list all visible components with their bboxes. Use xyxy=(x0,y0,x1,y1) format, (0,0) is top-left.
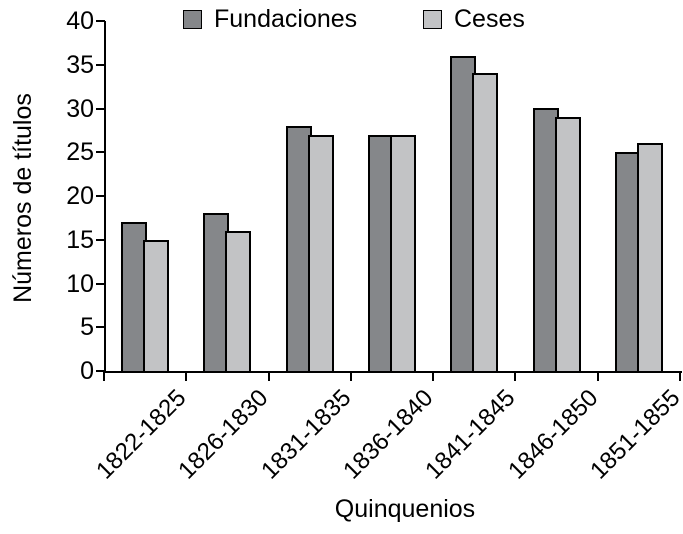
x-tick-mark xyxy=(349,372,352,381)
legend-label-fundaciones: Fundaciones xyxy=(214,5,358,33)
x-tick-mark xyxy=(432,372,435,381)
y-tick-mark xyxy=(96,370,105,372)
y-tick-label: 35 xyxy=(66,50,94,79)
y-tick-mark xyxy=(96,195,105,197)
y-tick-label: 15 xyxy=(66,225,94,254)
y-tick-mark xyxy=(96,20,105,22)
bar-ceses-1836-1840 xyxy=(390,135,416,373)
x-axis-title: Quinquenios xyxy=(334,495,476,523)
y-tick-mark xyxy=(96,238,105,241)
y-tick-mark xyxy=(96,63,105,66)
x-tick-mark xyxy=(679,372,681,381)
bar-fundaciones-1846-1850 xyxy=(532,108,559,373)
y-tick-mark xyxy=(96,151,105,154)
y-tick-label: 20 xyxy=(66,182,94,210)
y-axis-title: Números de títulos xyxy=(9,93,37,303)
y-tick-label: 25 xyxy=(66,138,94,167)
y-tick-label: 40 xyxy=(66,7,94,35)
fundaciones-swatch-icon xyxy=(183,10,202,29)
y-tick-label: 10 xyxy=(66,269,94,298)
bar-ceses-1831-1835 xyxy=(307,135,334,373)
y-tick-label: 30 xyxy=(66,94,94,123)
y-tick-mark xyxy=(96,326,105,329)
bar-ceses-1822-1825 xyxy=(143,240,170,373)
x-tick-mark xyxy=(514,372,517,381)
x-tick-mark xyxy=(103,372,105,381)
bar-fundaciones-1822-1825 xyxy=(121,222,148,373)
bar-ceses-1841-1845 xyxy=(472,73,499,373)
y-tick-label: 0 xyxy=(80,357,94,385)
y-tick-label: 5 xyxy=(80,313,94,342)
y-tick-mark xyxy=(96,107,105,110)
ceses-swatch-icon xyxy=(423,10,442,29)
x-tick-mark xyxy=(185,372,188,381)
bar-ceses-1851-1855 xyxy=(636,143,663,373)
x-tick-mark xyxy=(267,372,270,381)
bar-ceses-1826-1830 xyxy=(225,231,252,373)
y-tick-mark xyxy=(96,282,105,285)
bar-ceses-1846-1850 xyxy=(554,117,581,373)
legend-label-ceses: Ceses xyxy=(454,5,525,33)
x-tick-mark xyxy=(596,372,599,381)
